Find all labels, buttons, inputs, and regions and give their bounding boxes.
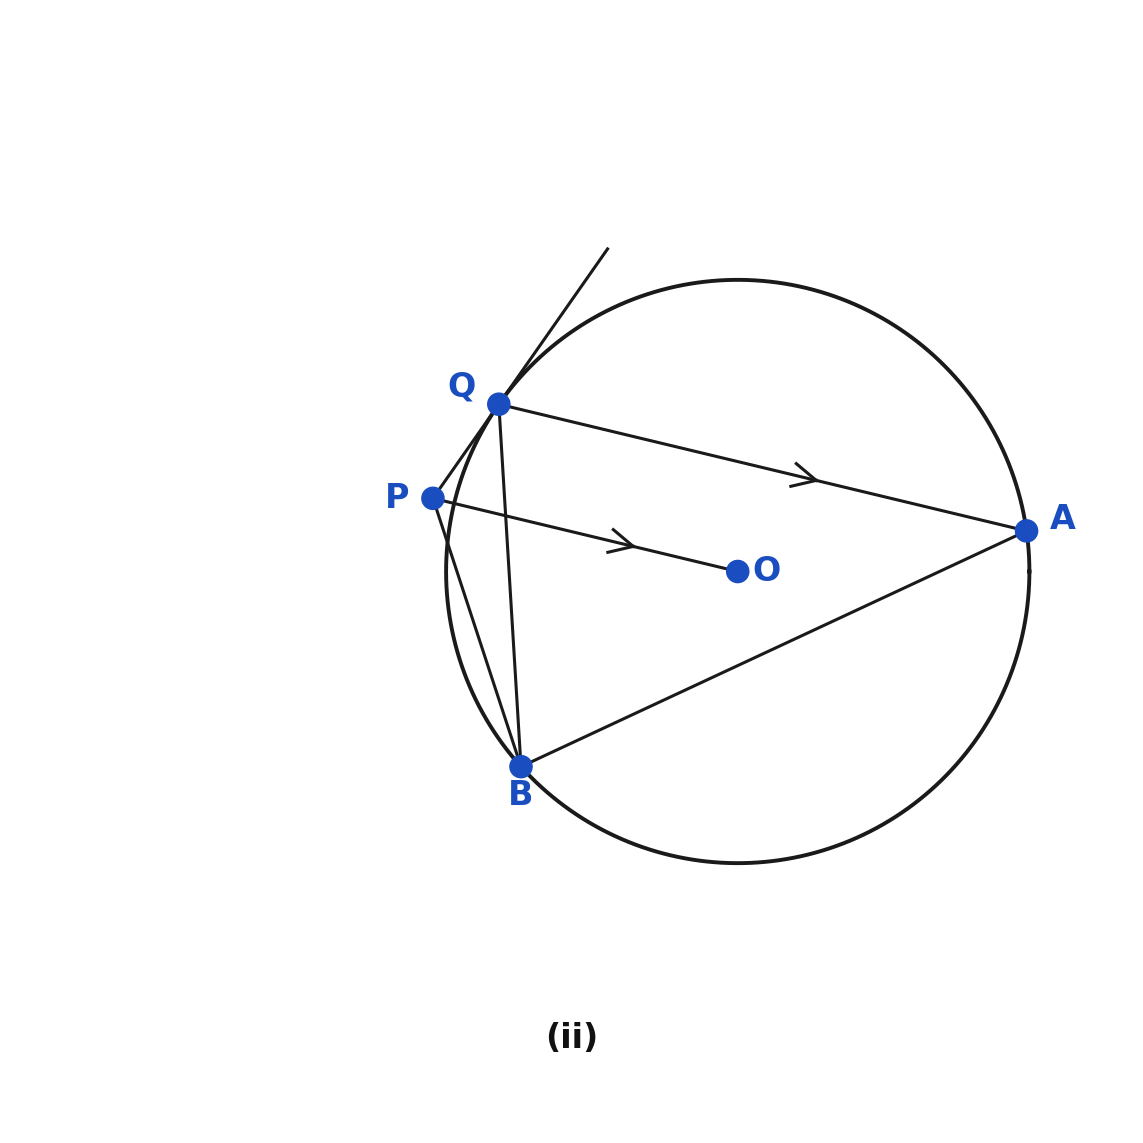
Circle shape bbox=[510, 756, 533, 777]
Text: O: O bbox=[752, 555, 781, 588]
Text: P: P bbox=[385, 482, 409, 514]
Circle shape bbox=[1015, 520, 1038, 542]
Text: A: A bbox=[1050, 503, 1076, 536]
Circle shape bbox=[727, 560, 749, 583]
Circle shape bbox=[422, 487, 443, 510]
Text: (ii): (ii) bbox=[545, 1022, 598, 1055]
Circle shape bbox=[488, 393, 510, 415]
Text: Q: Q bbox=[447, 370, 475, 403]
Text: B: B bbox=[509, 780, 534, 813]
